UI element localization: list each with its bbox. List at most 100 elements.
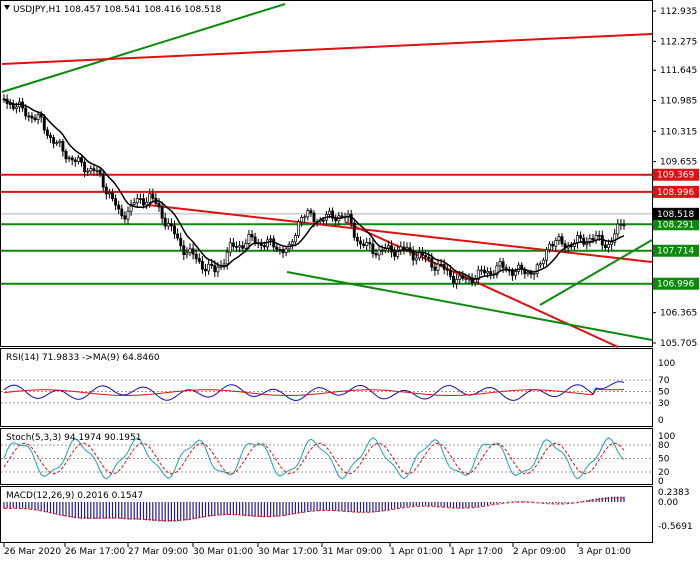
- candle-body: [247, 233, 251, 244]
- candle-body: [297, 221, 300, 236]
- level-tag: [653, 277, 699, 290]
- candle-body: [197, 258, 201, 262]
- time-axis-label: 1 Apr 17:00: [450, 547, 503, 557]
- candle-body: [479, 269, 483, 272]
- candle-body: [163, 217, 167, 227]
- candle-body: [231, 242, 235, 247]
- candle-body: [188, 248, 192, 254]
- candle-body: [126, 210, 130, 220]
- macd-histogram: [3, 496, 625, 522]
- rsi-axis-label: 100: [658, 359, 675, 369]
- candle-body: [253, 236, 257, 244]
- candle-body: [49, 135, 52, 138]
- price-axis-label: 110.985: [660, 97, 697, 107]
- candle-body: [39, 114, 43, 118]
- level-tag-label: 109.369: [657, 171, 694, 181]
- candle-body: [541, 259, 545, 265]
- candle-body: [80, 157, 83, 163]
- current-price-tag: [653, 207, 699, 220]
- candle-body: [548, 243, 552, 251]
- candle-body: [467, 277, 471, 280]
- candle-body: [461, 275, 465, 279]
- candle-body: [321, 219, 325, 222]
- macd-axis-label: 0.2383: [658, 488, 690, 498]
- candle-body: [27, 115, 31, 118]
- stoch-axis-label: 50: [658, 455, 670, 465]
- candle-body: [303, 216, 307, 219]
- candle-body: [396, 249, 400, 257]
- candle-body: [399, 246, 403, 251]
- stoch-main-line: [3, 437, 625, 480]
- candle-body: [145, 201, 149, 206]
- time-axis-label: 2 Apr 09:00: [513, 547, 566, 557]
- candle-body: [306, 210, 310, 218]
- candle-body: [374, 253, 378, 256]
- price-axis-label: 111.645: [660, 66, 697, 76]
- stoch-level-lines: [1, 444, 652, 473]
- candle-body: [433, 266, 437, 271]
- time-axis-label: 26 Mar 2020: [4, 547, 61, 557]
- candle-body: [238, 245, 242, 248]
- candle-body: [284, 248, 288, 254]
- candle-body: [157, 203, 161, 208]
- candle-body: [67, 157, 71, 160]
- rsi-axis-label: 70: [658, 376, 670, 386]
- candle-body: [526, 271, 530, 275]
- candle-body: [610, 241, 614, 245]
- candle-body: [417, 252, 421, 259]
- candle-body: [151, 193, 155, 199]
- main-pane-frame: [0, 0, 653, 347]
- candle-body: [216, 266, 220, 273]
- candle-body: [200, 261, 204, 270]
- candle-body: [244, 243, 248, 249]
- candle-body: [269, 238, 273, 241]
- candle-body: [86, 170, 90, 173]
- candle-body: [107, 192, 111, 195]
- candle-body: [619, 223, 623, 226]
- candle-body: [204, 268, 207, 272]
- candle-body: [70, 157, 74, 161]
- candle-body: [11, 103, 15, 109]
- candle-body: [520, 264, 524, 270]
- candle-body: [241, 245, 245, 249]
- candle-body: [452, 275, 455, 284]
- candle-body: [557, 236, 561, 241]
- candle-body: [359, 240, 362, 245]
- rsi-axis-label: 50: [658, 388, 670, 398]
- time-axis-label: 30 Mar 01:00: [193, 547, 253, 557]
- stoch-signal-line: [3, 442, 625, 475]
- candle-body: [114, 198, 118, 206]
- candle-body: [300, 216, 304, 223]
- candle-body: [442, 264, 446, 270]
- candle-body: [340, 215, 344, 218]
- candle-body: [411, 251, 415, 261]
- candle-body: [588, 238, 592, 242]
- candle-body: [83, 161, 87, 172]
- level-tag: [653, 218, 699, 231]
- time-axis: 26 Mar 2020 26 Mar 17:00 27 Mar 09:00 30 Ma…: [3, 543, 631, 557]
- candle-body: [613, 233, 617, 243]
- stoch-pane-frame: [0, 428, 653, 485]
- candle-body: [427, 256, 431, 259]
- candle-body: [111, 192, 114, 200]
- rsi-level-lines: [1, 379, 652, 404]
- level-tag-label: 107.714: [657, 247, 694, 257]
- candle-body: [64, 150, 68, 160]
- current-price-tag-label: 108.518: [657, 210, 694, 220]
- candle-body: [250, 233, 254, 238]
- candle-body: [275, 246, 279, 250]
- candle-body: [176, 233, 180, 239]
- candle-body: [262, 245, 266, 248]
- candle-body: [92, 168, 96, 171]
- candle-body: [120, 208, 124, 217]
- stoch-axis-label: 0: [658, 477, 664, 487]
- candle-body: [129, 203, 133, 212]
- candle-body: [560, 236, 564, 245]
- candle-body: [14, 106, 18, 109]
- candle-body: [160, 206, 164, 219]
- candle-body: [76, 157, 80, 163]
- candle-body: [58, 141, 62, 144]
